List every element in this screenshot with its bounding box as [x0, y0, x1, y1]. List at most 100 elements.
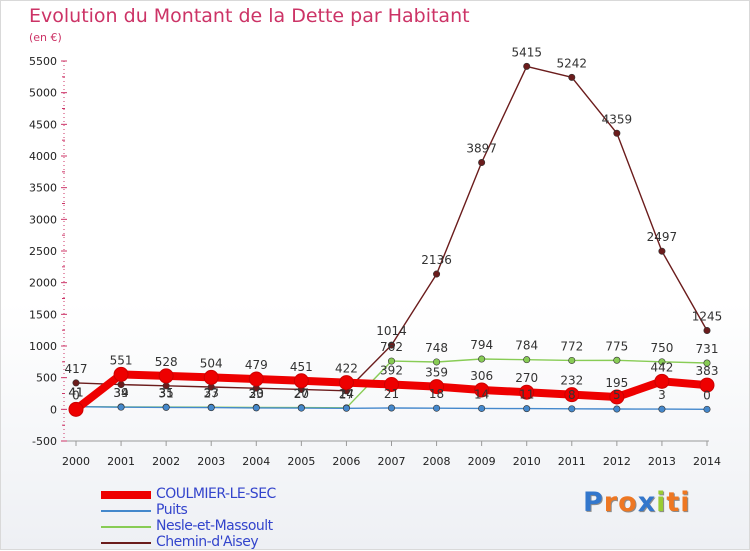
data-point [654, 373, 670, 389]
x-tick-label: 2012 [603, 455, 631, 468]
data-label: 232 [560, 374, 583, 388]
y-tick-label: 3500 [29, 182, 57, 195]
data-point [433, 358, 441, 366]
x-tick-label: 2007 [378, 455, 406, 468]
data-label: 31 [159, 386, 174, 400]
data-point [387, 357, 395, 365]
data-label: 748 [425, 341, 448, 355]
unit-label: (en €) [29, 31, 62, 44]
data-point [474, 382, 490, 398]
legend-label: Nesle-et-Massoult [156, 518, 273, 534]
data-point [519, 384, 535, 400]
data-point [523, 405, 531, 413]
data-point [117, 403, 125, 411]
legend-swatch [101, 526, 151, 528]
brand-letter: i [680, 487, 691, 518]
data-point [568, 356, 576, 364]
data-point [433, 404, 441, 412]
data-label: 41 [68, 386, 83, 400]
y-tick-label: -500 [32, 435, 57, 448]
data-point [658, 247, 666, 255]
data-label: 422 [335, 362, 358, 376]
x-tick-label: 2005 [287, 455, 315, 468]
data-point [387, 404, 395, 412]
x-tick-label: 2010 [513, 455, 541, 468]
data-point [658, 358, 666, 366]
data-label: 3 [658, 388, 666, 402]
data-label: 762 [380, 340, 403, 354]
data-point [293, 373, 309, 389]
data-point [433, 270, 441, 278]
data-label: 775 [605, 339, 628, 353]
x-tick-label: 2009 [468, 455, 496, 468]
data-label: 8 [568, 388, 576, 402]
data-point [384, 377, 399, 393]
brand-logo: Proxiti [583, 487, 691, 518]
x-tick-label: 2003 [197, 455, 225, 468]
data-point [158, 368, 174, 384]
data-label: 270 [515, 371, 538, 385]
data-label: 20 [294, 387, 309, 401]
brand-letter: x [637, 487, 657, 518]
data-point [207, 404, 215, 412]
x-tick-label: 2004 [242, 455, 270, 468]
brand-letter: P [583, 487, 604, 518]
data-point [523, 62, 531, 70]
data-point [699, 377, 715, 393]
x-tick-label: 2006 [332, 455, 360, 468]
data-label: 195 [605, 376, 628, 390]
legend-label: Chemin-d'Aisey [156, 534, 259, 550]
data-label: 14 [474, 387, 489, 401]
data-label: 23 [249, 387, 264, 401]
data-point [613, 129, 621, 137]
y-tick-label: 4500 [29, 118, 57, 131]
y-tick-label: 4000 [29, 150, 57, 163]
data-point [564, 387, 580, 403]
data-point [478, 159, 486, 167]
x-tick-label: 2011 [558, 455, 586, 468]
data-point [478, 355, 486, 363]
data-label: 784 [515, 339, 538, 353]
data-point [297, 404, 305, 412]
data-label: 34 [113, 386, 128, 400]
x-tick-label: 2008 [423, 455, 451, 468]
x-tick-label: 2000 [62, 455, 90, 468]
data-point [338, 375, 354, 391]
brand-letter: r [603, 487, 619, 518]
data-label: 17 [339, 387, 354, 401]
data-label: 306 [470, 369, 493, 383]
data-label: 30 [249, 386, 264, 400]
data-label: 35 [159, 386, 174, 400]
axes: -500050010001500200025003000350040004500… [29, 55, 721, 468]
data-label: 2497 [647, 230, 678, 244]
data-point [342, 404, 350, 412]
data-label: 1245 [692, 309, 723, 323]
brand-letter: t [666, 487, 681, 518]
x-tick-label: 2013 [648, 455, 676, 468]
data-label: 528 [155, 355, 178, 369]
x-tick-label: 2014 [693, 455, 721, 468]
y-tick-label: 2000 [29, 277, 57, 290]
data-point [703, 359, 711, 367]
data-point [387, 341, 395, 349]
data-label: 18 [429, 387, 444, 401]
data-label: 451 [290, 360, 313, 374]
data-label: 0 [72, 388, 80, 402]
data-label: 1014 [376, 324, 407, 338]
data-label: 442 [650, 360, 673, 374]
legend-swatch [101, 491, 151, 499]
legend-label: COULMIER-LE-SEC [156, 486, 276, 502]
data-point [658, 405, 666, 413]
data-point [568, 73, 576, 81]
legend-swatch [101, 510, 151, 512]
data-label: 479 [245, 358, 268, 372]
y-tick-label: 500 [36, 372, 57, 385]
data-label: 0 [703, 388, 711, 402]
data-point [568, 405, 576, 413]
data-label: 794 [470, 338, 493, 352]
data-point [613, 356, 621, 364]
data-label: 27 [294, 387, 309, 401]
data-point [478, 404, 486, 412]
data-label: 27 [204, 387, 219, 401]
